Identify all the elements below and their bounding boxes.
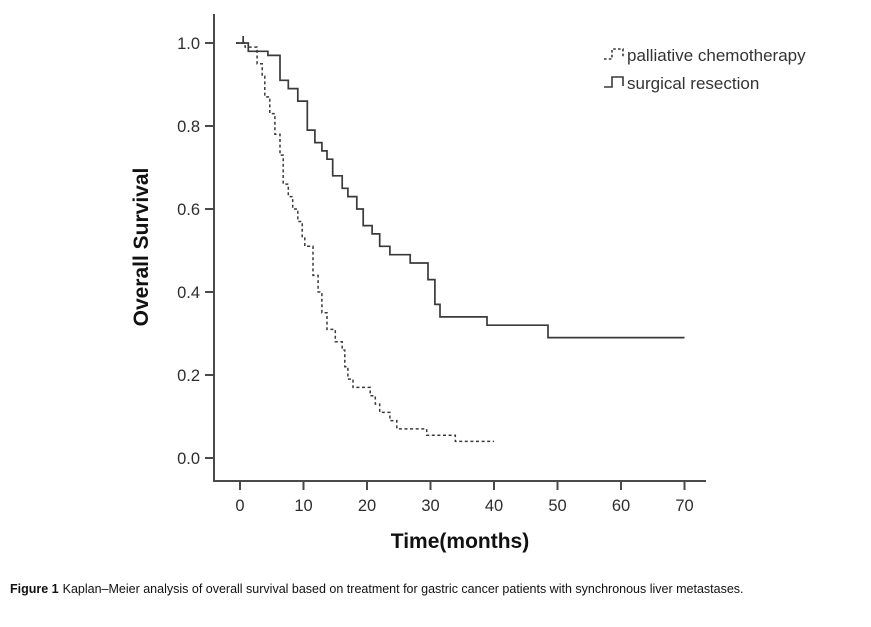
x-tick-label: 0 [235,497,244,515]
x-tick-label: 20 [358,497,376,515]
legend-swatch-dashed-step-icon [604,48,624,60]
y-tick-label: 0.4 [177,284,200,302]
km-plot: 1.0 0.8 0.6 0.4 0.2 0.0 0 10 20 30 40 50 60 70 Time(mo… [130,14,806,553]
x-tick-label: 30 [421,497,439,515]
x-tick-label: 50 [548,497,566,515]
series-surgical-resection-curve [236,42,685,339]
x-tick-label: 40 [485,497,503,515]
figure-caption-text: Kaplan–Meier analysis of overall surviva… [62,582,744,596]
legend-label: palliative chemotherapy [627,46,806,65]
figure-caption: Figure 1 Kaplan–Meier analysis of overall… [10,582,865,598]
legend-swatch-solid-step-icon [604,76,624,88]
legend: palliative chemotherapy surgical resectio… [604,46,806,93]
y-axis-title: Overall Survival [130,168,153,327]
legend-label: surgical resection [627,74,759,93]
series-palliative-chemotherapy-curve [236,42,494,443]
y-tick-label: 0.2 [177,367,200,385]
x-tick-label: 70 [675,497,693,515]
figure-caption-label: Figure 1 [10,582,59,596]
x-tick-label: 60 [612,497,630,515]
x-tick-label: 10 [294,497,312,515]
y-tick-label: 1.0 [177,35,200,53]
y-tick-label: 0.0 [177,450,200,468]
y-tick-label: 0.6 [177,201,200,219]
y-tick-label: 0.8 [177,118,200,136]
x-axis-title: Time(months) [391,530,529,553]
